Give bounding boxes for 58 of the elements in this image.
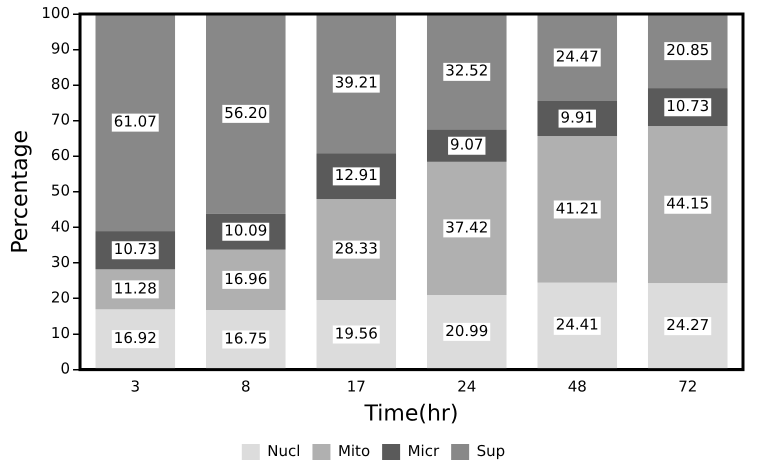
data-label: 19.56 xyxy=(334,324,378,342)
data-label: 56.20 xyxy=(224,104,268,122)
y-tick-label: 60 xyxy=(50,146,70,164)
data-label: 10.73 xyxy=(114,240,157,258)
data-label: 61.07 xyxy=(114,112,157,130)
bar xyxy=(426,162,507,295)
data-label: 44.15 xyxy=(666,194,710,213)
legend-label: Mito xyxy=(338,442,370,460)
y-tick-label: 100 xyxy=(41,4,70,22)
y-tick-label: 70 xyxy=(50,110,70,129)
data-label: 28.33 xyxy=(334,240,378,258)
data-label: 16.75 xyxy=(224,329,268,348)
bar xyxy=(96,14,176,232)
legend-label: Micr xyxy=(408,442,440,460)
data-label: 10.09 xyxy=(224,222,268,240)
data-label: 24.41 xyxy=(556,316,599,334)
legend-label: Nucl xyxy=(267,442,300,460)
bar xyxy=(648,283,728,369)
data-label: 24.27 xyxy=(666,316,710,334)
x-tick-label: 17 xyxy=(346,377,366,396)
data-label: 20.99 xyxy=(445,322,488,340)
y-axis-title: Percentage xyxy=(8,130,33,254)
data-label: 41.21 xyxy=(556,199,599,218)
data-label: 10.73 xyxy=(666,97,710,116)
bar xyxy=(537,282,618,369)
y-tick-label: 20 xyxy=(50,288,70,306)
bar xyxy=(648,126,728,284)
y-tick-label: 10 xyxy=(50,324,70,342)
data-label: 20.85 xyxy=(666,40,710,59)
x-tick-label: 48 xyxy=(568,377,587,396)
data-label: 37.42 xyxy=(445,218,488,236)
bar xyxy=(316,199,396,300)
y-tick-label: 30 xyxy=(50,252,70,271)
data-label: 39.21 xyxy=(334,74,378,92)
data-label: 12.91 xyxy=(334,166,378,184)
bar xyxy=(537,14,618,102)
data-label: 24.47 xyxy=(556,47,599,66)
data-label: 9.07 xyxy=(450,136,484,154)
y-tick-label: 90 xyxy=(50,39,70,58)
y-tick-label: 50 xyxy=(50,182,70,200)
data-label: 16.92 xyxy=(114,329,157,348)
x-tick-label: 72 xyxy=(678,377,698,396)
legend-label: Sup xyxy=(476,442,506,460)
x-tick-label: 8 xyxy=(241,377,251,396)
data-label: 11.28 xyxy=(114,279,157,298)
bar xyxy=(206,14,286,214)
data-label: 16.96 xyxy=(224,270,268,288)
x-axis-title: Time(hr) xyxy=(364,402,459,427)
y-tick-label: 0 xyxy=(60,359,70,378)
y-tick-label: 40 xyxy=(50,217,70,236)
x-tick-label: 3 xyxy=(130,377,140,396)
bar xyxy=(426,14,507,130)
bar xyxy=(316,14,396,154)
bar xyxy=(537,136,618,283)
data-label: 32.52 xyxy=(445,62,488,80)
x-tick-label: 24 xyxy=(457,377,476,396)
data-label: 9.91 xyxy=(560,108,594,127)
y-tick-label: 80 xyxy=(50,75,70,94)
